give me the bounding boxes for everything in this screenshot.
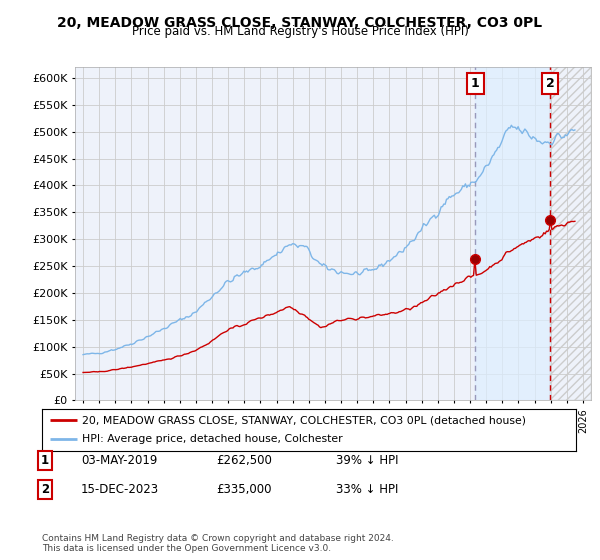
Text: £335,000: £335,000 [216,483,271,496]
Text: 03-MAY-2019: 03-MAY-2019 [81,454,157,467]
Text: Contains HM Land Registry data © Crown copyright and database right 2024.
This d: Contains HM Land Registry data © Crown c… [42,534,394,553]
Text: 1: 1 [41,454,49,467]
Text: 2: 2 [545,77,554,90]
Text: £262,500: £262,500 [216,454,272,467]
Bar [550,67,591,400]
Text: 39% ↓ HPI: 39% ↓ HPI [336,454,398,467]
Text: 15-DEC-2023: 15-DEC-2023 [81,483,159,496]
Text: 20, MEADOW GRASS CLOSE, STANWAY, COLCHESTER, CO3 0PL (detached house): 20, MEADOW GRASS CLOSE, STANWAY, COLCHES… [82,415,526,425]
Bar [475,67,550,400]
Text: 1: 1 [471,77,480,90]
Text: 2: 2 [41,483,49,496]
Text: HPI: Average price, detached house, Colchester: HPI: Average price, detached house, Colc… [82,435,343,445]
Text: 33% ↓ HPI: 33% ↓ HPI [336,483,398,496]
Text: Price paid vs. HM Land Registry's House Price Index (HPI): Price paid vs. HM Land Registry's House … [131,25,469,38]
Text: 20, MEADOW GRASS CLOSE, STANWAY, COLCHESTER, CO3 0PL: 20, MEADOW GRASS CLOSE, STANWAY, COLCHES… [58,16,542,30]
